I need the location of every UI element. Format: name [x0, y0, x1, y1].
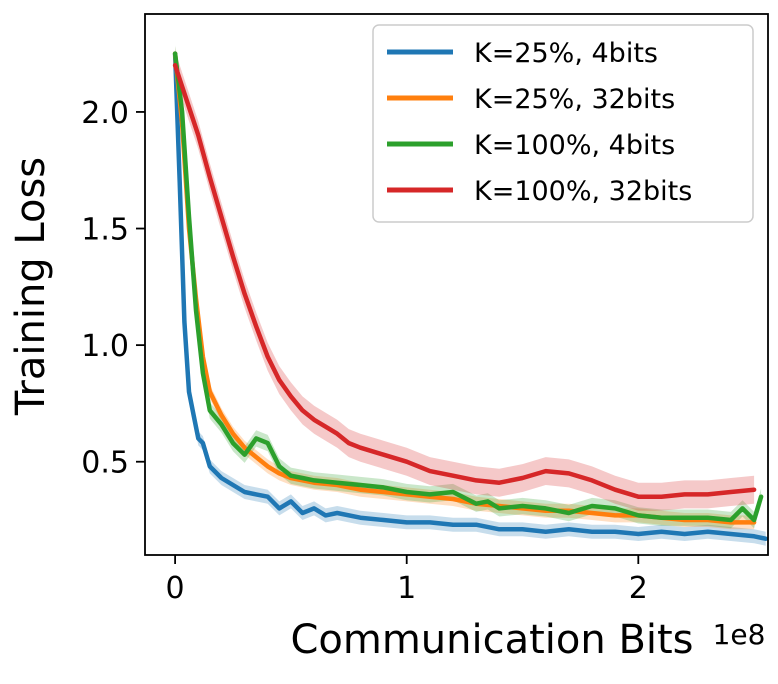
legend-label-k-100-32bits: K=100%, 32bits	[474, 176, 692, 207]
series-lines	[172, 51, 768, 541]
x-axis-label: Communication Bits	[290, 617, 693, 663]
line-k-100-32bits	[172, 63, 757, 499]
legend: K=25%, 4bits K=25%, 32bits K=100%, 4bits K=…	[372, 24, 754, 223]
plot-frame	[144, 13, 769, 556]
legend-label-k-25-4bits: K=25%, 4bits	[474, 38, 658, 69]
y-tick-label: 2.0	[81, 96, 129, 131]
legend-box	[372, 24, 754, 223]
x-axis-offset-label: 1e8	[713, 618, 766, 651]
legend-label-k-25-32bits: K=25%, 32bits	[474, 84, 675, 115]
y-tick-label: 1.0	[81, 329, 129, 364]
x-tick-label: 0	[166, 571, 185, 606]
x-axis-ticks: 0 1 2	[166, 555, 648, 606]
x-tick-label: 1	[397, 571, 416, 606]
y-axis-ticks: 0.5 1.0 1.5 2.0	[81, 96, 145, 481]
y-tick-label: 1.5	[81, 213, 129, 248]
line-k-25-4bits	[172, 51, 768, 541]
y-tick-label: 0.5	[81, 446, 129, 481]
legend-label-k-100-4bits: K=100%, 4bits	[474, 130, 675, 161]
line-k-100-4bits	[172, 51, 764, 523]
x-tick-label: 2	[629, 571, 648, 606]
y-axis-label: Training Loss	[8, 157, 54, 416]
